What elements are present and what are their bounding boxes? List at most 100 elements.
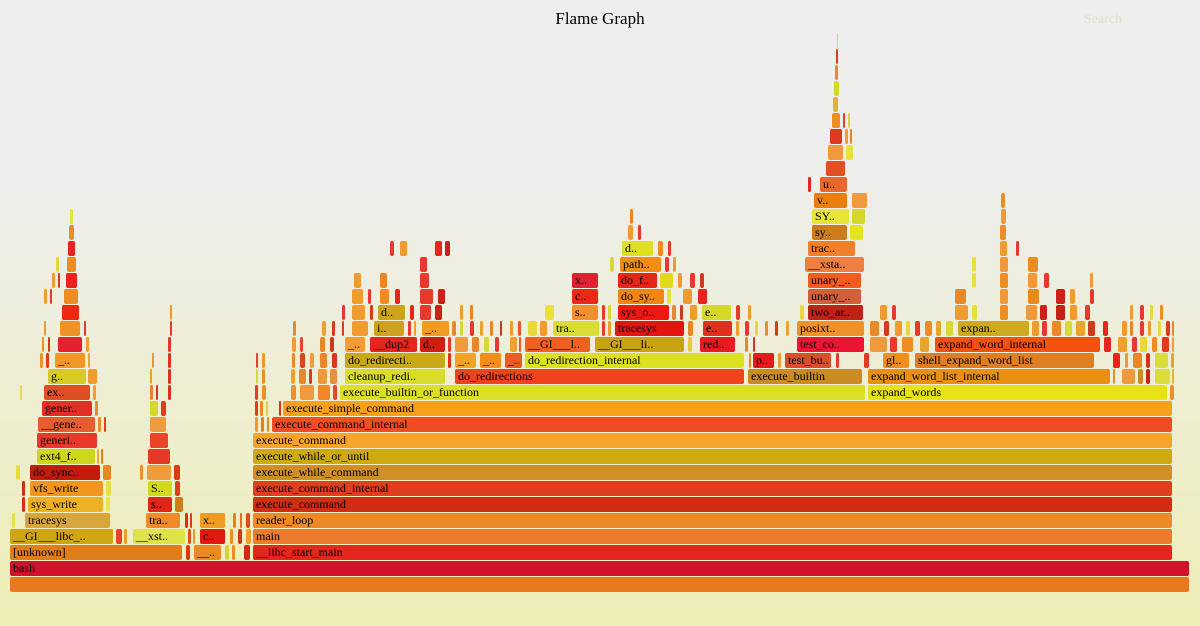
frame[interactable] — [246, 529, 251, 544]
frame-unary[interactable]: unary_.. — [808, 273, 861, 288]
frame[interactable] — [630, 209, 633, 224]
frame[interactable] — [98, 417, 101, 432]
frame[interactable] — [44, 321, 46, 336]
frame[interactable] — [64, 289, 78, 304]
frame[interactable] — [225, 545, 229, 560]
frame[interactable] — [510, 337, 517, 352]
frame[interactable] — [1070, 289, 1075, 304]
frame-e[interactable]: e.. — [702, 305, 731, 320]
frame[interactable] — [1125, 353, 1128, 368]
frame[interactable] — [658, 241, 663, 256]
frame[interactable] — [170, 321, 172, 336]
frame-shell-expand-word-list[interactable]: shell_expand_word_list — [915, 353, 1094, 368]
frame[interactable] — [161, 401, 166, 416]
frame-x[interactable]: x.. — [200, 513, 225, 528]
frame[interactable] — [1000, 289, 1008, 304]
frame[interactable] — [140, 465, 143, 480]
frame[interactable] — [175, 497, 183, 512]
frame-do-sync[interactable]: do_sync.. — [30, 465, 100, 480]
frame[interactable] — [638, 225, 641, 240]
frame[interactable] — [88, 353, 90, 368]
frame[interactable] — [832, 113, 840, 128]
frame-vfs-write[interactable]: vfs_write — [30, 481, 103, 496]
frame[interactable] — [68, 241, 75, 256]
frame[interactable] — [256, 369, 258, 384]
frame-expand-words[interactable]: expand_words — [868, 385, 1167, 400]
frame[interactable] — [12, 513, 15, 528]
frame[interactable] — [279, 401, 281, 416]
frame[interactable] — [1085, 305, 1090, 320]
frame[interactable] — [460, 321, 463, 336]
frame[interactable] — [232, 545, 235, 560]
frame[interactable] — [845, 129, 848, 144]
frame[interactable] — [452, 321, 456, 336]
frame-trac[interactable]: trac.. — [808, 241, 855, 256]
frame[interactable] — [472, 337, 479, 352]
frame[interactable] — [1056, 305, 1065, 320]
frame[interactable] — [186, 545, 190, 560]
frame[interactable] — [902, 337, 913, 352]
frame-execute-builtin[interactable]: execute_builtin — [748, 369, 862, 384]
frame[interactable] — [1146, 353, 1150, 368]
frame[interactable] — [332, 353, 337, 368]
frame[interactable] — [420, 273, 429, 288]
frame[interactable] — [836, 353, 839, 368]
frame[interactable] — [420, 289, 433, 304]
frame[interactable] — [765, 321, 768, 336]
frame[interactable] — [240, 513, 242, 528]
frame[interactable] — [60, 321, 80, 336]
frame-gi-li[interactable]: __GI___li.. — [595, 337, 684, 352]
frame[interactable] — [745, 321, 749, 336]
frame[interactable] — [778, 353, 781, 368]
frame-red[interactable]: red.. — [700, 337, 735, 352]
frame[interactable] — [106, 497, 110, 512]
frame[interactable] — [608, 305, 611, 320]
frame-tracesys[interactable]: tracesys — [25, 513, 110, 528]
frame[interactable] — [309, 369, 312, 384]
frame[interactable] — [320, 353, 327, 368]
frame[interactable] — [435, 241, 442, 256]
frame[interactable] — [668, 241, 671, 256]
frame[interactable] — [936, 321, 941, 336]
frame-xst[interactable]: __xst.. — [133, 529, 185, 544]
frame[interactable] — [56, 257, 59, 272]
frame-gene[interactable]: __gene.. — [38, 417, 95, 432]
frame[interactable] — [610, 257, 614, 272]
frame[interactable] — [490, 321, 493, 336]
frame[interactable] — [69, 225, 74, 240]
frame[interactable] — [688, 337, 692, 352]
frame[interactable] — [1028, 257, 1038, 272]
frame[interactable] — [906, 321, 910, 336]
frame-path[interactable]: path.. — [620, 257, 661, 272]
frame-s[interactable]: s.. — [572, 305, 598, 320]
frame[interactable] — [292, 337, 296, 352]
frame[interactable] — [1001, 193, 1005, 208]
frame[interactable] — [70, 209, 73, 224]
frame-sys-o[interactable]: sys_o.. — [618, 305, 669, 320]
frame[interactable] — [1052, 321, 1061, 336]
frame[interactable] — [843, 113, 845, 128]
frame-unknown[interactable]: [unknown] — [10, 545, 182, 560]
frame[interactable] — [915, 321, 920, 336]
frame[interactable] — [266, 401, 268, 416]
frame[interactable] — [124, 529, 127, 544]
frame[interactable] — [420, 305, 431, 320]
frame[interactable] — [753, 337, 755, 352]
frame[interactable] — [470, 321, 474, 336]
frame[interactable] — [410, 305, 414, 320]
frame[interactable] — [104, 417, 106, 432]
frame[interactable] — [455, 337, 468, 352]
frame[interactable] — [244, 545, 250, 560]
frame[interactable] — [233, 513, 236, 528]
frame[interactable] — [846, 145, 853, 160]
frame[interactable] — [1152, 337, 1157, 352]
frame-do-redirection-internal[interactable]: do_redirection_internal — [525, 353, 744, 368]
frame[interactable] — [1016, 241, 1019, 256]
frame[interactable] — [395, 289, 400, 304]
frame-c[interactable]: c.. — [200, 529, 225, 544]
frame[interactable] — [518, 321, 521, 336]
frame[interactable] — [93, 385, 96, 400]
frame-xsta[interactable]: __xsta.. — [805, 257, 864, 272]
frame-execute-builtin-or-function[interactable]: execute_builtin_or_function — [340, 385, 865, 400]
frame[interactable] — [84, 321, 86, 336]
